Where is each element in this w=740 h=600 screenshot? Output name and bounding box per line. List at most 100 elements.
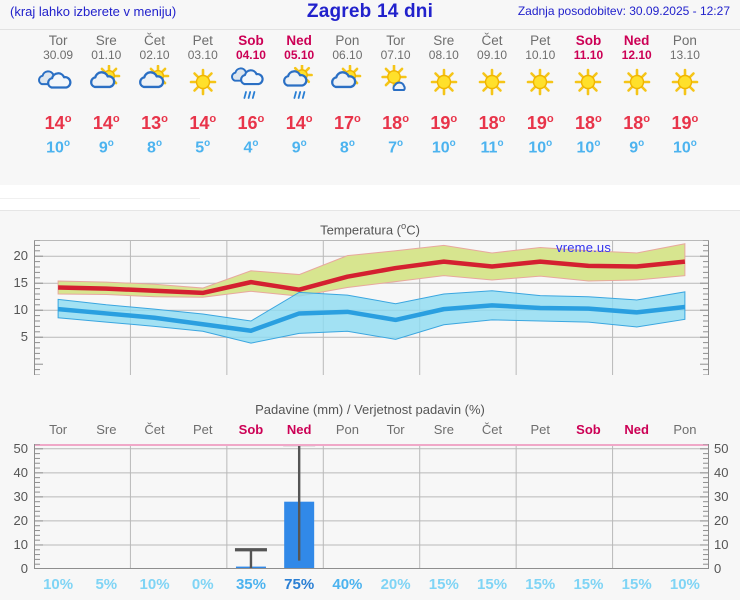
temperature-y-tick-label: 10 (13, 302, 28, 318)
temperature-chart-title: Temperatura (oC) (320, 221, 420, 238)
forecast-day-date: 12.10 (621, 48, 652, 62)
forecast-temp-max: 16o (237, 113, 265, 133)
precipitation-day-label: Sob (576, 422, 601, 437)
forecast-day-date: 05.10 (284, 48, 315, 62)
sunny-icon (466, 65, 518, 105)
forecast-day-name: Sob (238, 33, 264, 48)
forecast-day-column[interactable]: Pon 06.10 17o 8o (321, 30, 373, 185)
precipitation-probability-value: 10% (139, 576, 170, 593)
partly-cloudy-icon (129, 64, 181, 105)
temperature-chart-title-text: Temperatura ( (320, 222, 401, 238)
forecast-temp-max: 17o (333, 113, 361, 133)
forecast-temp-max: 13o (141, 113, 168, 133)
forecast-day-column[interactable]: Tor 30.09 14o 10o (32, 30, 84, 185)
forecast-day-table: Tor 30.09 14o 10o Sre 01.10 14o 9o Čet 02.10 13o 8o… (0, 30, 740, 185)
forecast-temp-max: 18o (382, 113, 410, 133)
precipitation-probability-value: 15% (621, 576, 652, 593)
forecast-day-date: 01.10 (91, 48, 122, 62)
precipitation-probability-value: 0% (191, 576, 214, 593)
precipitation-day-label: Ned (286, 422, 312, 437)
forecast-temp-min: 9o (98, 138, 114, 157)
forecast-day-date: 06.10 (332, 48, 363, 62)
sunny-icon (562, 65, 614, 105)
forecast-day-name: Ned (623, 33, 650, 48)
precipitation-y-tick-label-left: 40 (13, 464, 28, 480)
forecast-day-date: 09.10 (477, 48, 508, 62)
cloudy-icon (32, 65, 84, 105)
forecast-day-column[interactable]: Sre 01.10 14o 9o (80, 30, 132, 185)
forecast-day-date: 08.10 (428, 48, 459, 62)
forecast-day-column[interactable]: Pon 13.10 19o 10o (659, 30, 711, 185)
forecast-day-column[interactable]: Sob 04.10 16o 4o (225, 30, 277, 185)
forecast-temp-min: 5o (195, 138, 211, 157)
forecast-day-name: Sob (575, 33, 602, 48)
temperature-plot-area (34, 240, 709, 375)
temperature-chart: Temperatura (oC) 5 10 15 20 (0, 211, 740, 396)
precipitation-y-tick-label-right: 20 (714, 512, 729, 528)
forecast-temp-max: 18o (575, 113, 602, 133)
page-header: (kraj lahko izberete v meniju) Zagreb 14… (0, 0, 740, 30)
partly-cloudy-icon (321, 64, 373, 105)
temperature-y-tick-label: 20 (13, 248, 28, 264)
forecast-temp-min: 9o (291, 138, 307, 157)
precipitation-day-labels: Tor Sre Čet Pet Sob Ned Pon Tor Sre Čet Pet Sob Ned P… (0, 422, 740, 440)
precipitation-day-label: Pon (673, 422, 697, 437)
forecast-day-column[interactable]: Ned 12.10 18o 9o (611, 30, 663, 185)
forecast-day-date: 11.10 (573, 48, 604, 62)
sunny-icon (611, 65, 663, 105)
precipitation-plot-area (34, 442, 709, 570)
forecast-temp-max: 14o (189, 113, 217, 133)
precipitation-probability-value: 15% (428, 576, 459, 593)
precipitation-day-label: Tor (49, 422, 68, 437)
forecast-temp-min: 8o (339, 138, 355, 157)
precipitation-probability-value: 10% (43, 576, 74, 593)
precipitation-y-tick-label-left: 10 (13, 536, 28, 552)
temperature-y-tick-label: 15 (13, 275, 28, 291)
page-title: Zagreb 14 dni (306, 1, 434, 22)
forecast-day-column[interactable]: Pet 10.10 19o 10o (514, 30, 566, 185)
forecast-temp-min: 10o (46, 138, 71, 157)
forecast-day-column[interactable]: Čet 09.10 18o 11o (466, 30, 518, 185)
precipitation-day-label: Pet (530, 422, 550, 437)
forecast-temp-max: 19o (671, 113, 699, 133)
forecast-day-date: 13.10 (669, 48, 700, 62)
precipitation-y-tick-label-right: 40 (714, 464, 729, 480)
forecast-temp-min: 4o (243, 138, 259, 157)
forecast-temp-max: 19o (526, 113, 554, 133)
precipitation-probability-value: 75% (284, 576, 315, 593)
separator-line-full (0, 210, 740, 211)
precipitation-y-tick-label-right: 10 (714, 536, 729, 552)
forecast-temp-min: 10o (528, 138, 553, 157)
forecast-day-date: 03.10 (187, 48, 218, 62)
forecast-day-column[interactable]: Pet 03.10 14o 5o (177, 30, 229, 185)
forecast-temp-max: 14o (44, 113, 72, 133)
forecast-temp-min: 8o (147, 138, 163, 157)
precipitation-day-label: Pon (335, 422, 359, 437)
forecast-day-name: Pet (530, 33, 551, 48)
precipitation-y-tick-label-right: 50 (714, 440, 729, 456)
forecast-temp-min: 10o (576, 138, 601, 157)
forecast-day-date: 02.10 (139, 48, 170, 62)
rain-icon (225, 65, 277, 105)
forecast-day-date: 30.09 (43, 48, 74, 62)
forecast-temp-min: 10o (672, 138, 697, 157)
location-hint: (kraj lahko izberete v meniju) (10, 4, 177, 19)
last-update-label: Zadnja posodobitev: 30.09.2025 - 12:27 (517, 4, 730, 18)
forecast-day-name: Tor (48, 33, 68, 48)
forecast-day-column[interactable]: Tor 07.10 18o 7o (370, 30, 422, 185)
precipitation-probability-value: 40% (332, 576, 363, 593)
forecast-day-column[interactable]: Čet 02.10 13o 8o (129, 30, 181, 185)
forecast-day-name: Sre (95, 33, 117, 48)
precipitation-probability-value: 20% (380, 576, 411, 593)
precipitation-chart: Padavine (mm) / Verjetnost padavin (%) T… (0, 396, 740, 600)
forecast-day-column[interactable]: Sre 08.10 19o 10o (418, 30, 470, 185)
forecast-day-column[interactable]: Ned 05.10 14o 9o (273, 30, 325, 185)
site-watermark: vreme.us (556, 240, 612, 255)
precipitation-y-tick-label-right: 30 (714, 488, 729, 504)
forecast-day-column[interactable]: Sob 11.10 18o 10o (562, 30, 614, 185)
precipitation-day-label: Pet (192, 422, 213, 437)
forecast-day-date: 07.10 (380, 48, 411, 62)
precipitation-probability-value: 35% (235, 576, 266, 593)
forecast-temp-min: 9o (629, 138, 645, 157)
precipitation-day-label: Čet (481, 422, 503, 437)
